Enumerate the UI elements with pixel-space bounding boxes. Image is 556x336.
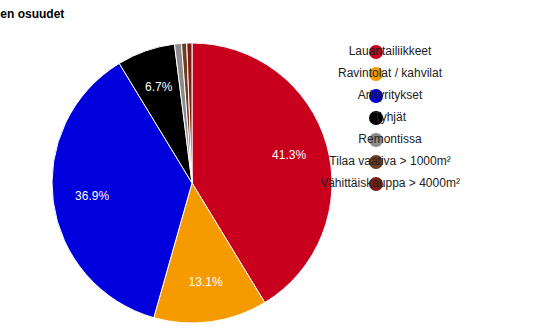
svg-text:6.7%: 6.7% [145,80,173,94]
svg-text:Arkiyritykset: Arkiyritykset [358,88,423,102]
svg-text:36.9%: 36.9% [75,189,109,203]
svg-text:Ravintolat / kahvilat: Ravintolat / kahvilat [338,66,443,80]
svg-text:Remontissa: Remontissa [358,132,422,146]
svg-text:Liiketilojen osuudet: Liiketilojen osuudet [0,7,64,21]
svg-text:13.1%: 13.1% [189,275,223,289]
svg-text:41.3%: 41.3% [272,148,306,162]
svg-text:Lauantailiikkeet: Lauantailiikkeet [349,44,432,58]
svg-text:Tilaa vaativa > 1000m²: Tilaa vaativa > 1000m² [329,154,450,168]
svg-text:Tyhjät: Tyhjät [374,110,407,124]
svg-text:Vähittäiskauppa > 4000m²: Vähittäiskauppa > 4000m² [320,176,460,190]
